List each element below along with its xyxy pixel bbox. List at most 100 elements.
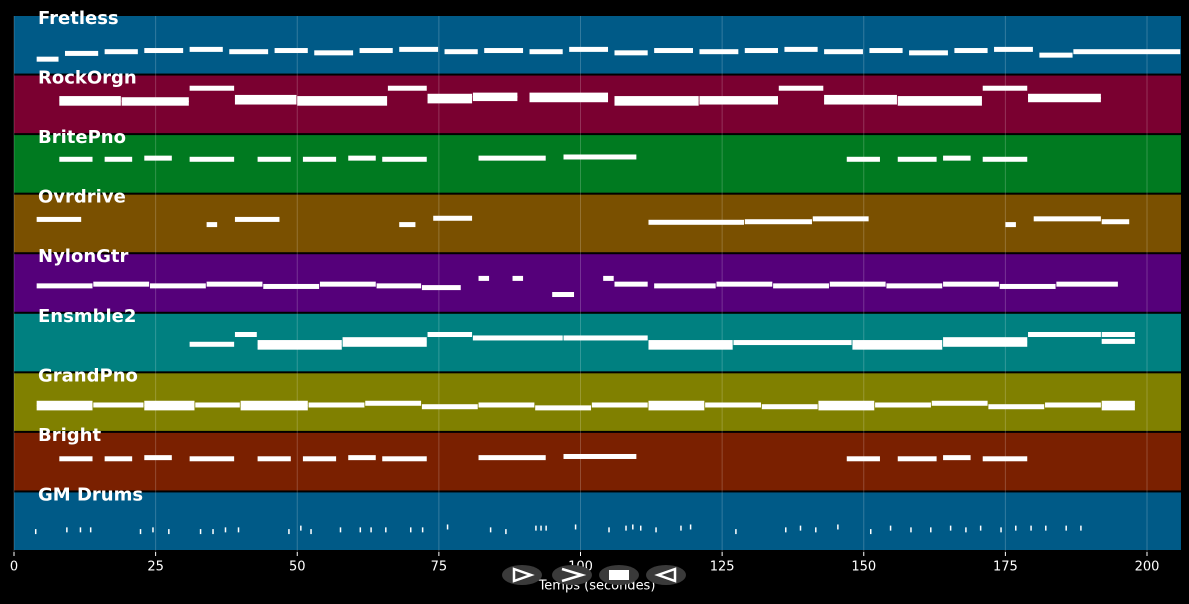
note (846, 156, 880, 162)
note (1028, 93, 1101, 99)
note (206, 281, 263, 287)
note (444, 49, 478, 55)
note (1030, 525, 1032, 531)
note (139, 529, 142, 535)
note (104, 156, 133, 162)
note (1101, 338, 1135, 344)
note (385, 527, 387, 533)
note (785, 527, 787, 533)
note (446, 524, 449, 530)
note (897, 100, 982, 106)
note (648, 400, 705, 406)
note (427, 93, 473, 99)
forward-button[interactable] (552, 565, 592, 585)
track-title: Fretless (38, 8, 119, 29)
note (421, 404, 478, 410)
note (359, 527, 362, 533)
note (540, 525, 542, 531)
track-title: NylonGtr (38, 246, 129, 267)
note (812, 216, 869, 222)
note (535, 525, 537, 531)
note (104, 456, 133, 462)
note (931, 400, 988, 406)
note (263, 283, 320, 289)
note (988, 404, 1045, 410)
note (648, 219, 744, 225)
note (478, 275, 490, 281)
note (943, 281, 999, 287)
notes (34, 46, 1181, 535)
note (300, 525, 302, 531)
note (189, 456, 235, 462)
stop-button[interactable] (599, 565, 639, 585)
note (1045, 525, 1047, 531)
note (89, 527, 92, 533)
note (648, 405, 705, 411)
note (421, 285, 461, 291)
note (36, 56, 59, 62)
note (121, 100, 189, 106)
note (370, 527, 372, 533)
note (778, 85, 824, 91)
note (376, 283, 422, 289)
note (59, 96, 121, 102)
note (308, 402, 365, 408)
note (1039, 52, 1073, 58)
note (433, 215, 473, 221)
note (512, 275, 524, 281)
note (484, 48, 524, 54)
note (569, 46, 609, 52)
note (1005, 222, 1016, 228)
note (229, 49, 269, 55)
note (799, 525, 802, 531)
note (348, 455, 376, 461)
note (339, 527, 342, 533)
note (359, 48, 393, 54)
note (189, 156, 235, 162)
note (829, 281, 886, 287)
note (705, 402, 761, 408)
note (224, 527, 227, 533)
note (818, 400, 875, 406)
rewind-button[interactable] (646, 565, 686, 585)
note (654, 48, 694, 54)
track-titles: Fretless RockOrgn BritePno Ovrdrive NylonGtr… (38, 8, 143, 505)
note (680, 525, 682, 531)
note (421, 527, 424, 533)
note (852, 340, 943, 346)
x-tick-label: 175 (993, 560, 1018, 575)
note (699, 96, 778, 102)
note (897, 96, 982, 102)
note (869, 529, 872, 535)
note (36, 283, 93, 289)
note (314, 50, 354, 56)
note (869, 48, 903, 54)
note (591, 402, 648, 408)
note (240, 400, 308, 406)
note (206, 222, 218, 228)
track-title: Ovrdrive (38, 187, 126, 208)
note (889, 525, 892, 531)
note (121, 97, 189, 103)
note (716, 281, 773, 287)
note (875, 402, 931, 408)
note (59, 156, 93, 162)
note (979, 525, 982, 531)
note (852, 344, 943, 350)
note (773, 283, 829, 289)
play-button[interactable] (502, 565, 542, 585)
note (387, 85, 427, 91)
note (897, 456, 937, 462)
note (648, 344, 733, 350)
note (1056, 281, 1118, 287)
note (614, 96, 699, 102)
note (342, 341, 427, 347)
note (1101, 331, 1135, 337)
note (943, 155, 971, 161)
note (472, 92, 518, 98)
note (288, 529, 290, 535)
note (382, 156, 427, 162)
note (897, 156, 937, 162)
